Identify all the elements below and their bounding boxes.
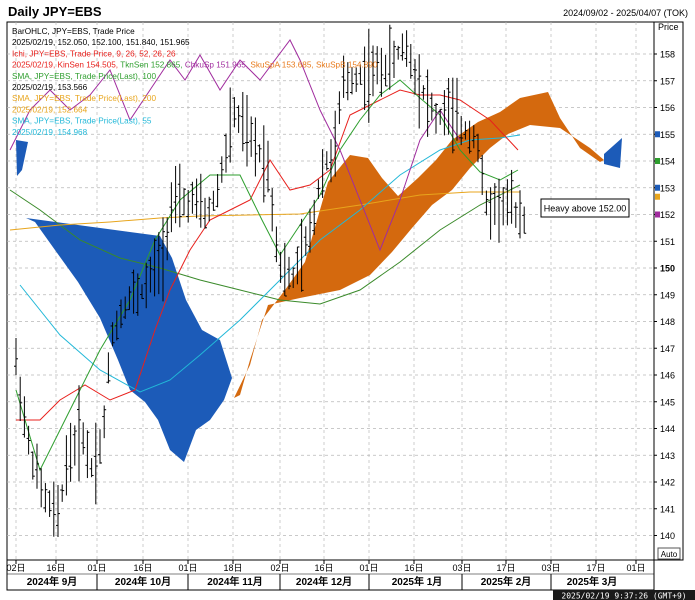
- cloud-bearish-left: [16, 140, 28, 176]
- chikou-line: [9, 39, 461, 252]
- day-tick-label: 17日: [586, 563, 605, 573]
- price-tick-label: 143: [660, 451, 675, 461]
- legend-row: 2025/02/19, 152.050, 152.100, 151.840, 1…: [12, 38, 190, 47]
- annotation-frame: [540, 198, 630, 218]
- legend-part: SkuSpA 153.685,: [250, 61, 316, 70]
- price-tick-label: 144: [660, 424, 675, 434]
- day-tick-label: 01日: [626, 563, 645, 573]
- auto-scale-button[interactable]: [657, 547, 681, 560]
- annotation-box[interactable]: Heavy above 152.00: [540, 198, 630, 218]
- chart-title: Daily JPY=EBS: [8, 4, 102, 19]
- ohlc-bars: [14, 24, 527, 538]
- price-tick-label: 152: [660, 210, 675, 220]
- sma200-line: [9, 191, 520, 231]
- legend-row: BarOHLC, JPY=EBS, Trade Price: [12, 27, 135, 36]
- day-tick-label: 02日: [6, 563, 25, 573]
- price-marker: [655, 193, 660, 200]
- legend-row: Ichi, JPY=EBS, Trade Price, 9, 26, 52, 2…: [12, 49, 176, 58]
- price-tick-label: 150: [660, 264, 675, 274]
- month-label: 2024年 12月: [296, 575, 352, 588]
- time-axis: 02日 16日 01日 16日 01日 18日 02日 16日 01日 16日 03日 17日 03日 1…: [6, 560, 654, 590]
- legend-row: 2025/02/19, KinSen 154.505, TknSen 152.8…: [12, 61, 378, 70]
- price-tick-label: 142: [660, 478, 675, 488]
- price-tick-label: 151: [660, 237, 675, 247]
- legend-row: 2025/02/19, 153.566: [12, 83, 88, 92]
- sma100-line: [9, 184, 521, 305]
- price-tick-label: 153: [660, 183, 675, 193]
- day-tick-label: 01日: [359, 563, 378, 573]
- annotation-text: Heavy above 152.00: [544, 204, 627, 214]
- month-label: 2024年 10月: [115, 575, 171, 588]
- sma55-line: [19, 134, 521, 393]
- legend-part: 2025/02/19, KinSen 154.505,: [12, 61, 120, 70]
- price-tick-label: 141: [660, 504, 675, 514]
- time-axis-frame[interactable]: [6, 559, 655, 591]
- cloud-bearish: [26, 218, 232, 462]
- price-tick-label: 155: [660, 130, 675, 140]
- month-label: 2024年 9月: [27, 575, 78, 588]
- price-tick-label: 149: [660, 290, 675, 300]
- price-tick-label: 140: [660, 531, 675, 541]
- price-marker: [655, 184, 660, 191]
- price-marker: [655, 158, 660, 164]
- legend-part: ChkuSp 151.965,: [185, 61, 251, 70]
- month-label: 2025年 1月: [392, 575, 443, 588]
- legend-row: SMA, JPY=EBS, Trade Price(Last), 200: [12, 94, 156, 103]
- price-tick-label: 154: [660, 157, 675, 167]
- legend-part: TknSen 152.865,: [120, 61, 185, 70]
- price-axis-frame[interactable]: [653, 21, 684, 561]
- price-tick-label: 158: [660, 50, 675, 60]
- legend: BarOHLC, JPY=EBS, Trade Price 2025/02/19,…: [12, 27, 378, 137]
- price-marker: [655, 131, 660, 138]
- price-tick-label: 145: [660, 397, 675, 407]
- day-tick-label: 02日: [270, 563, 289, 573]
- price-tick-label: 157: [660, 76, 675, 86]
- price-axis: 140 141 142 143 144 145 146 147 148 149 150 151 152 1…: [654, 50, 675, 541]
- auto-scale-label: Auto: [661, 550, 678, 559]
- day-tick-label: 16日: [133, 563, 152, 573]
- legend-row: 2025/02/19, 152.664: [12, 105, 88, 114]
- price-tick-label: 156: [660, 103, 675, 113]
- day-tick-label: 16日: [46, 563, 65, 573]
- day-tick-label: 01日: [178, 563, 197, 573]
- month-label: 2025年 2月: [481, 575, 532, 588]
- legend-part: SkuSpB 154.890: [316, 61, 378, 70]
- price-tick-label: 148: [660, 317, 675, 327]
- legend-row: SMA, JPY=EBS, Trade Price(Last), 100: [12, 72, 156, 81]
- day-tick-label: 01日: [87, 563, 106, 573]
- price-tick-label: 147: [660, 344, 675, 354]
- month-label: 2024年 11月: [207, 575, 263, 588]
- footer-timestamp: 2025/02/19 9:37:26 (GMT+9): [561, 592, 686, 600]
- price-axis-title: Price: [658, 22, 679, 32]
- legend-row: SMA, JPY=EBS, Trade Price(Last), 55: [12, 117, 152, 126]
- ichimoku-cloud: [16, 92, 622, 462]
- day-tick-label: 03日: [541, 563, 560, 573]
- date-range: 2024/09/02 - 2025/04/07 (TOK): [563, 8, 688, 18]
- day-tick-label: 18日: [223, 563, 242, 573]
- price-marker: [655, 211, 660, 218]
- day-tick-label: 16日: [314, 563, 333, 573]
- price-tick-label: 146: [660, 371, 675, 381]
- legend-row: 2025/02/19, 154.968: [12, 128, 88, 137]
- day-tick-label: 16日: [404, 563, 423, 573]
- day-tick-label: 03日: [452, 563, 471, 573]
- footer-timestamp-bg: [553, 590, 695, 600]
- cloud-bearish-right: [604, 138, 622, 168]
- day-tick-label: 17日: [496, 563, 515, 573]
- month-label: 2025年 3月: [567, 575, 618, 588]
